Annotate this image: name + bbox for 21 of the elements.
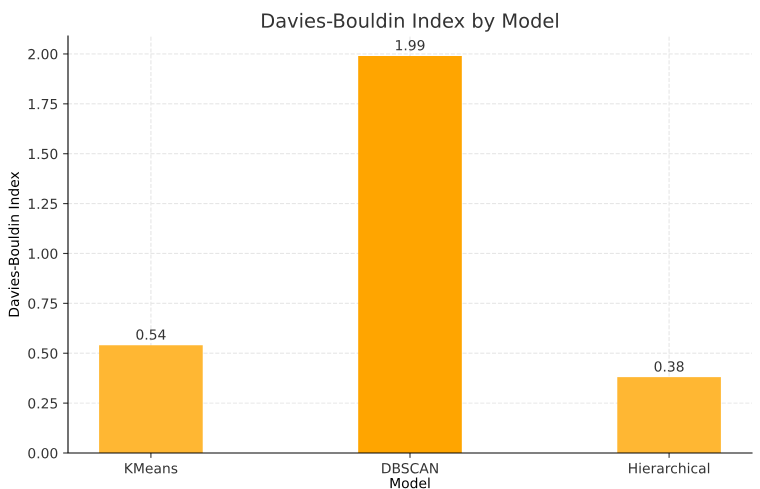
x-axis-title: Model bbox=[390, 478, 430, 488]
x-tick-label: Hierarchical bbox=[629, 462, 710, 474]
data-label: 0.54 bbox=[136, 329, 166, 340]
bar bbox=[358, 56, 462, 453]
y-tick-label: 0.25 bbox=[28, 398, 58, 409]
y-tick-label: 0.75 bbox=[28, 298, 58, 309]
bar bbox=[617, 377, 721, 453]
data-label: 1.99 bbox=[396, 40, 424, 50]
chart-title: Davies-Bouldin Index by Model bbox=[262, 12, 558, 32]
x-tick-label: DBSCAN bbox=[382, 462, 438, 474]
y-tick-label: 0.00 bbox=[28, 448, 58, 458]
y-tick-label: 1.50 bbox=[28, 148, 58, 160]
bar bbox=[99, 345, 203, 453]
y-tick-label: 1.75 bbox=[28, 98, 58, 110]
y-axis-title: Davies-Bouldin Index bbox=[8, 172, 20, 316]
y-tick-label: 2.00 bbox=[28, 48, 58, 60]
x-tick-label: KMeans bbox=[125, 463, 178, 474]
y-tick-label: 1.25 bbox=[28, 198, 58, 210]
y-tick-label: 0.50 bbox=[28, 348, 58, 359]
data-label: 0.38 bbox=[654, 361, 684, 372]
y-tick-label: 1.00 bbox=[28, 248, 58, 259]
